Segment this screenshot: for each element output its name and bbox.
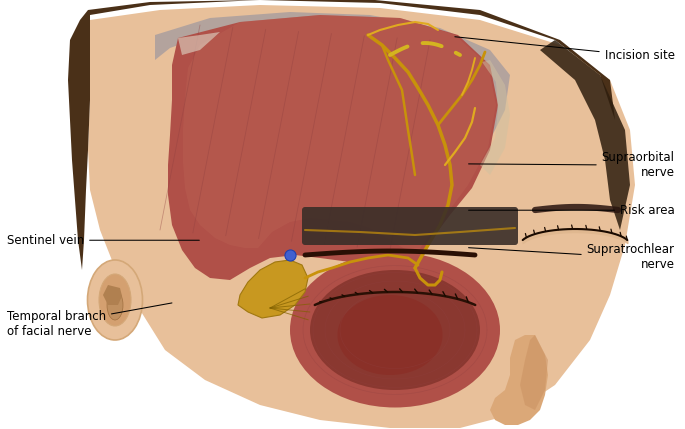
Polygon shape [88,5,635,428]
Polygon shape [520,335,548,410]
Ellipse shape [99,274,131,326]
Text: Supraorbital
nerve: Supraorbital nerve [469,151,675,179]
Polygon shape [68,0,615,270]
Ellipse shape [290,253,500,408]
Ellipse shape [310,270,480,390]
Polygon shape [168,15,498,280]
Polygon shape [155,12,510,160]
Text: Temporal branch
of facial nerve: Temporal branch of facial nerve [7,303,172,338]
Polygon shape [183,15,496,255]
Polygon shape [540,40,630,230]
Ellipse shape [107,290,123,320]
Polygon shape [490,335,548,425]
Polygon shape [480,60,510,175]
Ellipse shape [88,260,142,340]
Text: Risk area: Risk area [469,204,675,217]
Polygon shape [178,32,220,55]
Text: Supratrochlear
nerve: Supratrochlear nerve [469,243,675,272]
Text: Sentinel vein: Sentinel vein [7,234,199,247]
Polygon shape [238,260,308,318]
Ellipse shape [338,295,443,375]
Polygon shape [103,285,122,305]
Text: Incision site: Incision site [455,37,675,62]
FancyBboxPatch shape [302,207,518,245]
